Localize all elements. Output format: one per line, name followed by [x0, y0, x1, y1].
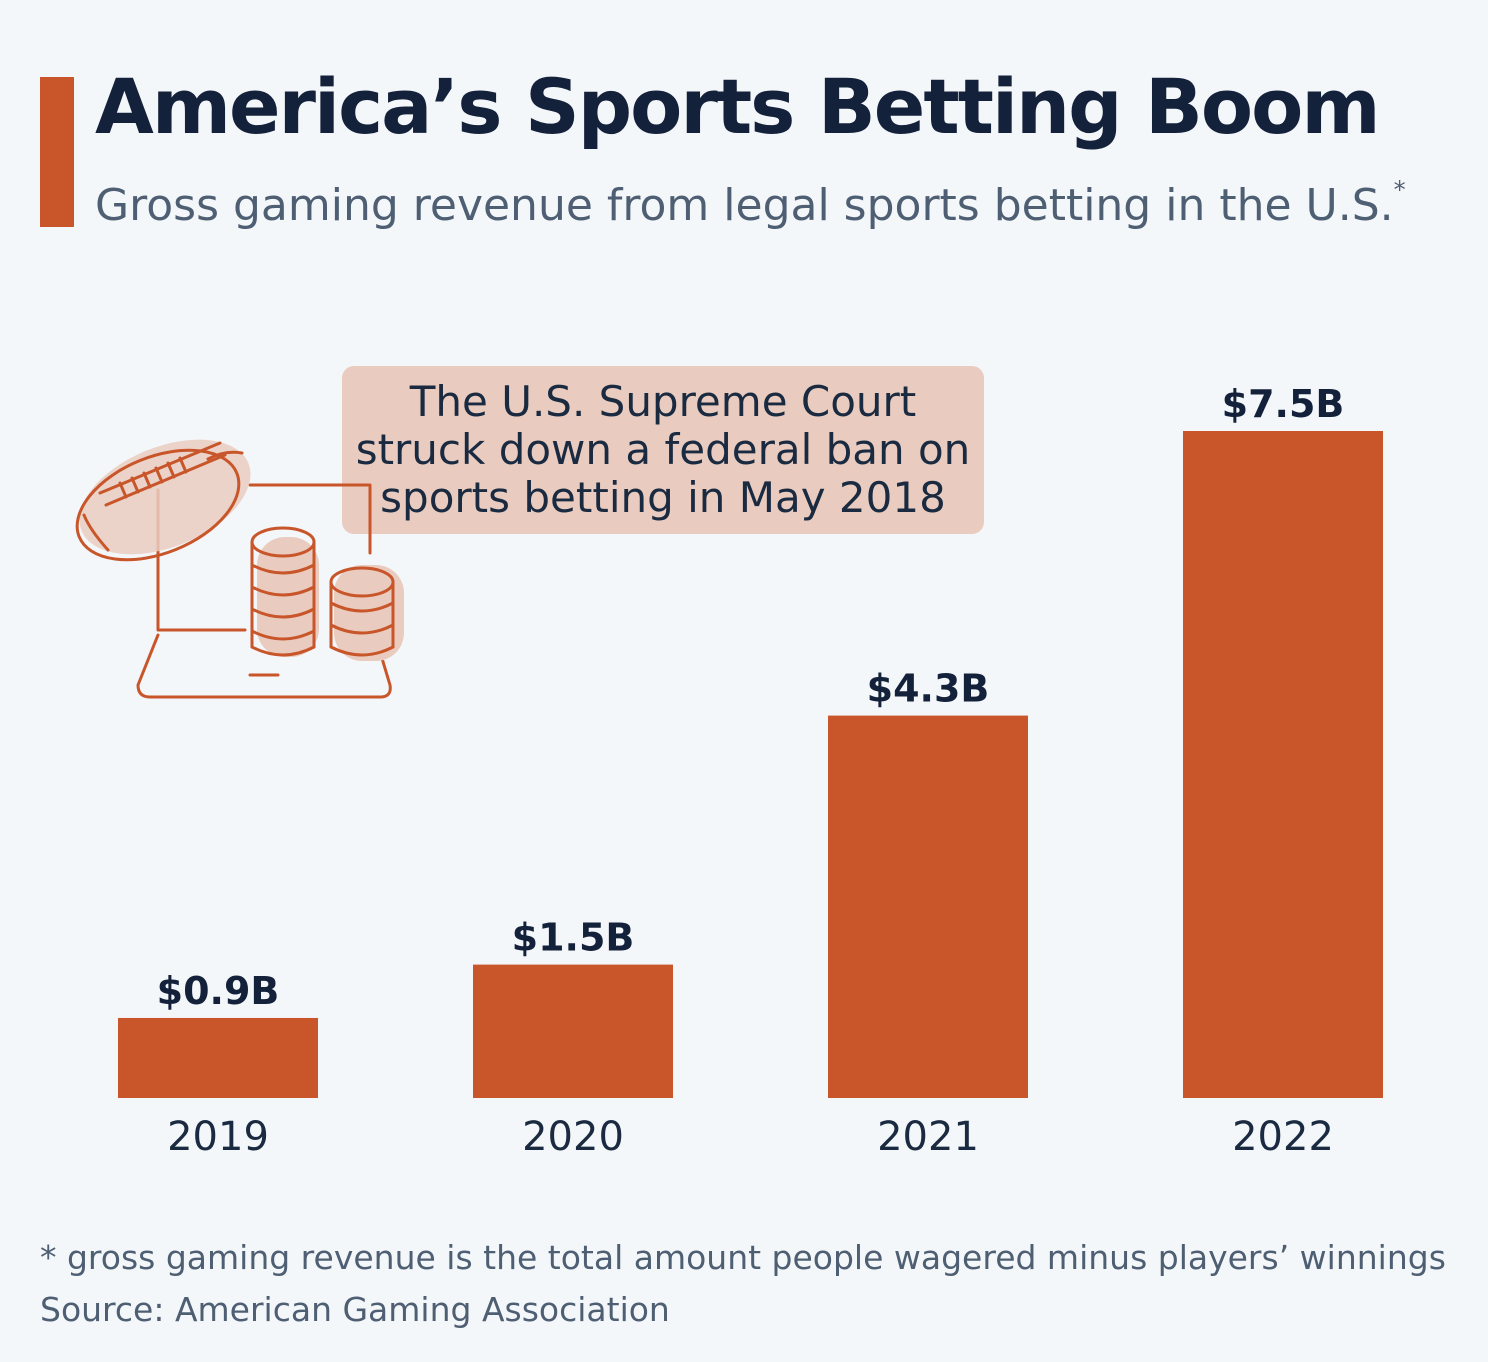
value-label-2021: $4.3B — [867, 667, 990, 711]
source-note: Source: American Gaming Association — [40, 1290, 670, 1329]
value-label-2020: $1.5B — [512, 916, 635, 960]
category-label-2022: 2022 — [1232, 1114, 1334, 1160]
chart-title: America’s Sports Betting Boom — [95, 62, 1381, 151]
category-label-2021: 2021 — [877, 1114, 979, 1160]
callout-line-2: struck down a federal ban on — [355, 425, 971, 474]
bar-2022 — [1183, 431, 1383, 1098]
category-label-2019: 2019 — [167, 1114, 269, 1160]
subtitle-text: Gross gaming revenue from legal sports b… — [95, 180, 1394, 231]
bars-layer: $0.9B 2019 $1.5B 2020 $4.3B 2021 $7.5B 2022 — [118, 382, 1383, 1160]
bar-2020 — [473, 964, 673, 1098]
title-accent-bar — [40, 77, 74, 227]
subtitle-footnote-marker: * — [1393, 176, 1406, 204]
callout-line-3: sports betting in May 2018 — [380, 473, 946, 522]
bar-2021 — [828, 715, 1028, 1098]
category-label-2020: 2020 — [522, 1114, 624, 1160]
chart-subtitle: Gross gaming revenue from legal sports b… — [95, 176, 1406, 231]
value-label-2022: $7.5B — [1222, 382, 1345, 426]
callout-line-1: The U.S. Supreme Court — [409, 377, 917, 426]
bar-2019 — [118, 1017, 318, 1098]
footnote-definition: * gross gaming revenue is the total amou… — [40, 1238, 1446, 1277]
footnote-block: * gross gaming revenue is the total amou… — [40, 1232, 1446, 1336]
value-label-2019: $0.9B — [157, 969, 280, 1013]
football-and-coins-icon — [75, 439, 404, 699]
supreme-court-callout: The U.S. Supreme Court struck down a fed… — [342, 366, 984, 534]
